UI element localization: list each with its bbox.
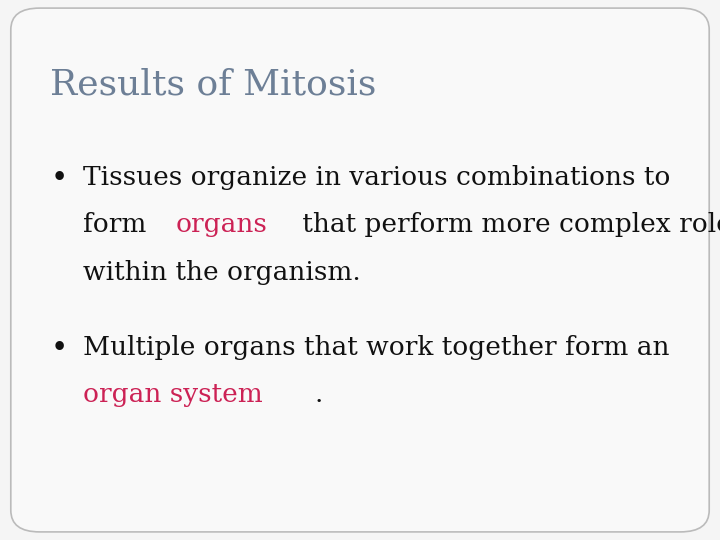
FancyBboxPatch shape	[11, 8, 709, 532]
Text: organs: organs	[176, 212, 267, 237]
Text: within the organism.: within the organism.	[83, 260, 361, 285]
Text: form: form	[83, 212, 155, 237]
Text: •: •	[50, 165, 68, 193]
Text: organ system: organ system	[83, 382, 263, 407]
Text: •: •	[50, 335, 68, 363]
Text: .: .	[315, 382, 323, 407]
Text: Results of Mitosis: Results of Mitosis	[50, 68, 377, 102]
Text: that perform more complex roles: that perform more complex roles	[294, 212, 720, 237]
Text: Multiple organs that work together form an: Multiple organs that work together form …	[83, 335, 670, 360]
Text: Tissues organize in various combinations to: Tissues organize in various combinations…	[83, 165, 670, 190]
